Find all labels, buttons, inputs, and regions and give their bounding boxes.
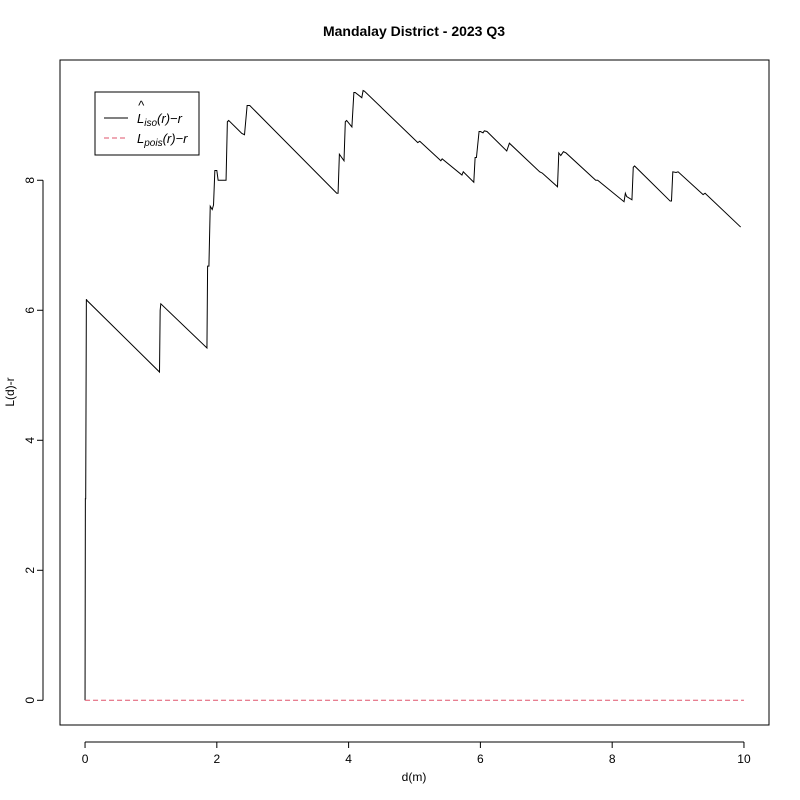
legend-hat-0: ^ — [138, 98, 145, 113]
x-axis: 0 2 4 6 8 10 — [82, 741, 751, 766]
series-layer — [84, 89, 744, 701]
x-tick-label: 8 — [609, 752, 616, 766]
y-axis-label: L(d)-r — [3, 377, 17, 406]
x-axis-label: d(m) — [402, 770, 427, 784]
y-tick-label: 8 — [23, 177, 37, 184]
chart-title: Mandalay District - 2023 Q3 — [323, 23, 505, 39]
y-axis: 0 2 4 6 8 — [23, 177, 44, 704]
x-tick-label: 4 — [345, 752, 352, 766]
y-tick-label: 4 — [23, 437, 37, 444]
y-tick-label: 6 — [23, 307, 37, 314]
series-line-0 — [84, 89, 742, 701]
plot-frame — [59, 59, 770, 726]
legend-label-0: Liso(r)−r — [137, 111, 183, 129]
y-tick-label: 2 — [23, 567, 37, 574]
x-tick-label: 0 — [82, 752, 89, 766]
legend-box — [94, 91, 200, 156]
legend-label-1: Lpois(r)−r — [137, 131, 188, 149]
x-tick-label: 6 — [477, 752, 484, 766]
legend: ^Liso(r)−r Lpois(r)−r — [94, 91, 200, 156]
y-tick-label: 0 — [23, 697, 37, 704]
x-tick-label: 2 — [213, 752, 220, 766]
x-tick-label: 10 — [737, 752, 751, 766]
